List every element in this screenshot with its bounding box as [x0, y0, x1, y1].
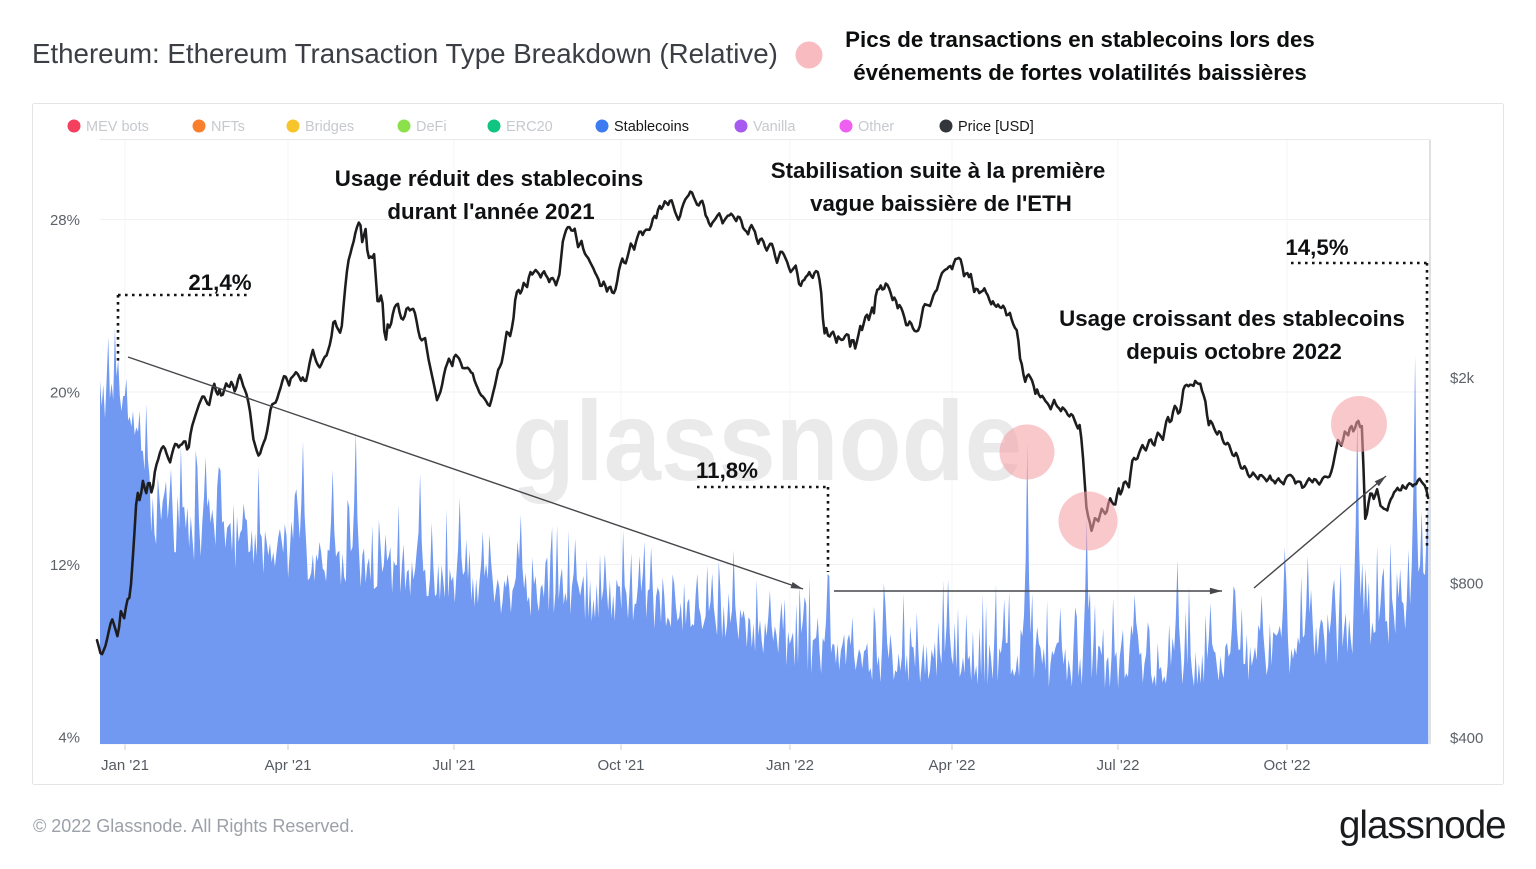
svg-text:4%: 4%	[58, 729, 80, 746]
svg-text:Price [USD]: Price [USD]	[958, 119, 1034, 135]
svg-text:Apr '21: Apr '21	[264, 757, 311, 774]
svg-text:glassnode: glassnode	[1339, 804, 1506, 847]
svg-text:12%: 12%	[50, 557, 80, 574]
svg-text:vague baissière de l'ETH: vague baissière de l'ETH	[810, 191, 1072, 216]
svg-text:11,8%: 11,8%	[696, 458, 758, 483]
svg-text:$2k: $2k	[1450, 370, 1475, 387]
svg-text:14,5%: 14,5%	[1285, 235, 1348, 260]
svg-text:20%: 20%	[50, 384, 80, 401]
svg-text:21,4%: 21,4%	[188, 270, 251, 295]
svg-text:Oct '21: Oct '21	[597, 757, 644, 774]
svg-text:Oct '22: Oct '22	[1263, 757, 1310, 774]
svg-text:Usage réduit des stablecoins: Usage réduit des stablecoins	[335, 166, 644, 191]
svg-text:Ethereum: Ethereum Transaction: Ethereum: Ethereum Transaction Type Brea…	[32, 38, 778, 69]
svg-text:durant l'année 2021: durant l'année 2021	[387, 199, 594, 224]
svg-text:Jul '22: Jul '22	[1097, 757, 1140, 774]
svg-text:Bridges: Bridges	[305, 119, 354, 135]
svg-text:Stablecoins: Stablecoins	[614, 119, 689, 135]
svg-text:28%: 28%	[50, 212, 80, 229]
svg-text:Vanilla: Vanilla	[753, 119, 796, 135]
svg-text:Stabilisation suite à la premi: Stabilisation suite à la première	[771, 158, 1106, 183]
svg-text:© 2022 Glassnode. All Rights R: © 2022 Glassnode. All Rights Reserved.	[33, 816, 354, 836]
svg-text:glassnode: glassnode	[512, 378, 1022, 504]
svg-text:Usage croissant des stablecoin: Usage croissant des stablecoins	[1059, 306, 1405, 331]
svg-text:Pics de transactions en stable: Pics de transactions en stablecoins lors…	[845, 27, 1315, 52]
svg-text:Jan '22: Jan '22	[766, 757, 814, 774]
svg-text:depuis octobre 2022: depuis octobre 2022	[1126, 339, 1342, 364]
svg-text:ERC20: ERC20	[506, 119, 553, 135]
svg-text:DeFi: DeFi	[416, 119, 447, 135]
svg-text:$400: $400	[1450, 730, 1483, 747]
svg-text:Apr '22: Apr '22	[928, 757, 975, 774]
svg-text:Jul '21: Jul '21	[433, 757, 476, 774]
svg-text:NFTs: NFTs	[211, 119, 245, 135]
svg-text:MEV bots: MEV bots	[86, 119, 149, 135]
svg-text:événements de fortes volatilit: événements de fortes volatilités baissiè…	[853, 60, 1307, 85]
svg-text:Other: Other	[858, 119, 894, 135]
svg-text:Jan '21: Jan '21	[101, 757, 149, 774]
svg-text:$800: $800	[1450, 575, 1483, 592]
